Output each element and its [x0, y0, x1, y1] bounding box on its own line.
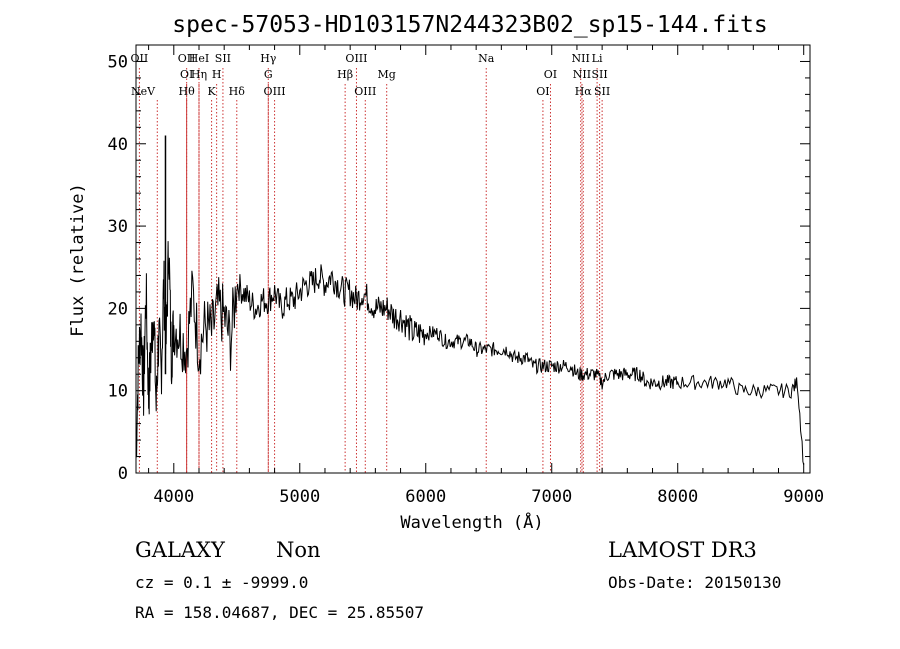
- x-tick-label: 5000: [279, 487, 320, 507]
- obs-date: Obs-Date: 20150130: [608, 573, 782, 592]
- marker-label: Li: [592, 52, 603, 65]
- marker-label: SII: [591, 68, 607, 81]
- marker-label: NII: [572, 52, 590, 65]
- x-tick-label: 9000: [783, 487, 824, 507]
- y-tick-label: 0: [118, 464, 128, 484]
- x-tick-label: 4000: [153, 487, 194, 507]
- y-axis: 0 10 20 30 40 50: [108, 44, 810, 484]
- marker-label: OII: [178, 52, 196, 65]
- x-tick-label: 7000: [531, 487, 572, 507]
- y-tick-label: 40: [108, 135, 128, 155]
- class-label: GALAXY: [135, 538, 225, 562]
- y-tick-label: 10: [108, 382, 128, 402]
- marker-label: Na: [478, 52, 495, 65]
- marker-label: NeV: [131, 85, 156, 98]
- y-tick-label: 20: [108, 299, 128, 319]
- y-tick-label: 30: [108, 217, 128, 237]
- marker-label: SII: [215, 52, 231, 65]
- marker-label: OI: [536, 85, 549, 98]
- marker-label: OII: [131, 52, 149, 65]
- redshift-line: cz = 0.1 ± -9999.0: [135, 573, 309, 592]
- chart-title: spec-57053-HD103157N244323B02_sp15-144.f…: [172, 12, 767, 38]
- x-axis-label: Wavelength (Å): [400, 511, 543, 533]
- x-axis: 4000 5000 6000 7000 8000 9000: [148, 45, 824, 507]
- marker-label: Hθ: [179, 85, 196, 98]
- marker-label: SII: [594, 85, 610, 98]
- marker-label: NII: [573, 68, 591, 81]
- x-tick-label: 8000: [657, 487, 698, 507]
- marker-label: Hγ: [260, 52, 277, 65]
- emission-line-markers: [138, 68, 603, 473]
- marker-label: OI: [544, 68, 557, 81]
- radec-line: RA = 158.04687, DEC = 25.85507: [135, 603, 424, 622]
- subclass-label: Non: [276, 538, 321, 562]
- marker-label: Hα: [575, 85, 593, 98]
- x-tick-label: 6000: [405, 487, 446, 507]
- marker-label: Hδ: [229, 85, 246, 98]
- marker-label: OIII: [354, 85, 376, 98]
- marker-label: OIII: [264, 85, 286, 98]
- marker-label: H: [212, 68, 222, 81]
- y-tick-label: 50: [108, 52, 128, 72]
- y-axis-label: Flux (relative): [68, 183, 88, 337]
- marker-label: K: [207, 85, 216, 98]
- marker-label: OI: [180, 68, 193, 81]
- marker-label: OIII: [345, 52, 367, 65]
- marker-label: HeI: [189, 52, 209, 65]
- spectrum-line: [135, 241, 805, 465]
- marker-label: Hβ: [337, 68, 353, 81]
- marker-label: G: [264, 68, 273, 81]
- survey-label: LAMOST DR3: [608, 538, 757, 562]
- marker-label: Mg: [378, 68, 396, 81]
- marker-label: Hη: [191, 68, 207, 81]
